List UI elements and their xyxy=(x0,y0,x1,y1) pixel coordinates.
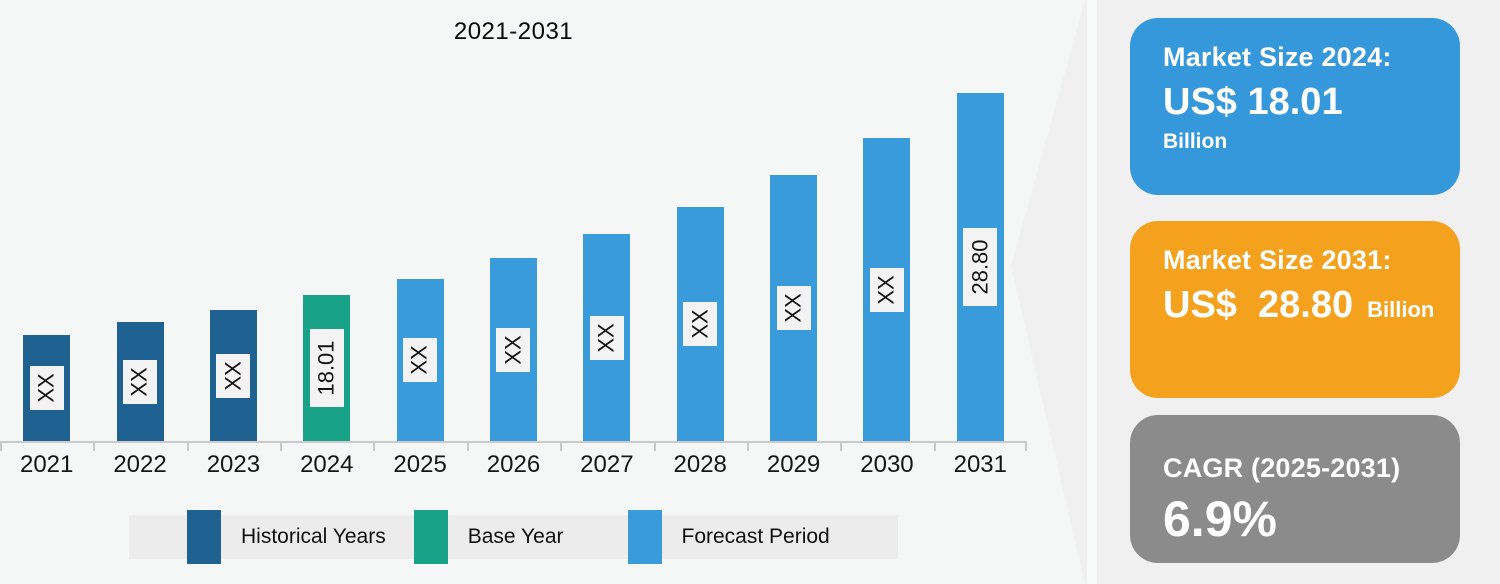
axis-tick xyxy=(746,443,749,451)
bar-value-label: XX xyxy=(123,359,158,404)
legend-label: Base Year xyxy=(467,525,564,548)
x-axis-label-2030: 2030 xyxy=(860,451,914,478)
bar-value-label: XX xyxy=(683,302,718,346)
card-title: Market Size 2024: xyxy=(1163,42,1392,72)
x-axis-label-2027: 2027 xyxy=(580,451,634,478)
bar-value-text: XX xyxy=(33,373,59,403)
axis-tick xyxy=(466,443,469,451)
bar-slot-2022: XX xyxy=(93,0,186,441)
legend-label: Forecast Period xyxy=(681,525,830,548)
card-value: US$ 28.80 Billion xyxy=(1163,284,1436,327)
bar-slot-2031: 28.80 xyxy=(934,0,1027,441)
x-axis-label-2028: 2028 xyxy=(673,451,727,478)
bar-slot-2028: XX xyxy=(654,0,747,441)
card-unit: Billion xyxy=(1163,130,1228,153)
card-value-amount: US$ 28.80 xyxy=(1163,284,1354,326)
bar-2030-forecast: XX xyxy=(863,138,911,441)
legend-item-base: Base Year xyxy=(413,510,564,564)
axis-tick xyxy=(653,443,656,451)
base-year-swatch-icon xyxy=(413,510,448,564)
x-axis-label-2021: 2021 xyxy=(19,451,74,478)
chart-legend: Historical Years Base Year Forecast Peri… xyxy=(129,510,898,564)
bar-2025-forecast: XX xyxy=(396,279,444,441)
axis-tick xyxy=(0,443,2,451)
bar-value-text: XX xyxy=(500,334,526,365)
bar-slot-2026: XX xyxy=(467,0,560,441)
bar-value-text: XX xyxy=(593,322,619,353)
x-axis-label-2023: 2023 xyxy=(206,451,261,478)
card-title: Market Size 2031: xyxy=(1163,245,1392,275)
bar-slot-2024: 18.01 xyxy=(280,0,373,441)
x-axis-label-2029: 2029 xyxy=(766,451,821,478)
historical-swatch-icon xyxy=(187,510,221,564)
bar-value-text: XX xyxy=(127,366,153,397)
axis-tick xyxy=(93,443,96,451)
bar-value-label: XX xyxy=(29,366,64,410)
bar-value-label: XX xyxy=(589,315,624,360)
bar-value-label: XX xyxy=(869,267,904,312)
bar-value-label: XX xyxy=(776,286,811,330)
panel-divider xyxy=(1087,0,1097,584)
bar-2023-historical: XX xyxy=(209,310,257,441)
card-unit: Billion xyxy=(1367,297,1435,322)
bar-value-label: 18.01 xyxy=(309,329,344,407)
bar-value-label: XX xyxy=(216,353,251,398)
bar-value-label: XX xyxy=(496,327,531,372)
bar-value-text: XX xyxy=(780,293,806,323)
bar-value-text: XX xyxy=(687,309,713,339)
axis-tick xyxy=(560,443,563,451)
bar-slot-2027: XX xyxy=(560,0,653,441)
axis-tick xyxy=(186,443,189,451)
bar-value-text: 28.80 xyxy=(967,239,993,295)
x-axis-line xyxy=(0,441,1027,443)
axis-tick xyxy=(840,443,843,451)
cagr-card: CAGR (2025-2031) 6.9% xyxy=(1130,415,1460,563)
bar-2026-forecast: XX xyxy=(489,258,537,441)
bar-2027-forecast: XX xyxy=(583,234,631,441)
x-axis-label-2031: 2031 xyxy=(953,451,1007,478)
bar-2029-forecast: XX xyxy=(770,175,818,441)
bar-value-label: 28.80 xyxy=(963,228,998,306)
bar-slot-2021: XX xyxy=(0,0,93,441)
bar-value-text: XX xyxy=(407,345,433,375)
x-axis-label-2022: 2022 xyxy=(113,451,167,478)
x-axis-labels: 2021 2022 2023 2024 2025 2026 2027 2028 2029 2030… xyxy=(0,451,1027,481)
bar-slot-2029: XX xyxy=(747,0,840,441)
legend-item-forecast: Forecast Period xyxy=(627,510,830,564)
x-axis-label-2024: 2024 xyxy=(300,451,354,478)
forecast-swatch-icon xyxy=(627,510,662,564)
card-value: 6.9% xyxy=(1163,491,1277,547)
x-axis-label-2026: 2026 xyxy=(486,451,541,478)
card-value: US$ 18.01 xyxy=(1163,81,1343,123)
bar-slot-2023: XX xyxy=(187,0,280,441)
bar-value-text: XX xyxy=(873,274,899,305)
bar-slot-2030: XX xyxy=(840,0,933,441)
bar-2028-forecast: XX xyxy=(676,207,724,441)
axis-tick xyxy=(1025,443,1027,451)
x-axis-label-2025: 2025 xyxy=(393,451,447,478)
bar-2031-forecast: 28.80 xyxy=(956,93,1004,441)
legend-item-historical: Historical Years xyxy=(187,510,386,564)
bar-value-text: XX xyxy=(220,360,246,391)
bar-2021-historical: XX xyxy=(23,335,71,441)
bar-slot-2025: XX xyxy=(373,0,466,441)
legend-label: Historical Years xyxy=(241,525,386,548)
market-size-2024-card: Market Size 2024: US$ 18.01 Billion xyxy=(1130,18,1460,195)
bar-2022-historical: XX xyxy=(116,322,164,441)
bar-value-text: 18.01 xyxy=(313,340,339,396)
chart-title: 2021-2031 xyxy=(453,18,574,45)
bar-value-label: XX xyxy=(403,338,438,382)
bar-2024-base: 18.01 xyxy=(303,295,351,441)
axis-tick xyxy=(933,443,936,451)
axis-tick xyxy=(280,443,283,451)
axis-tick xyxy=(373,443,376,451)
plot-area: XX XX XX 18.01 XX XX XX XX XX XX 28.80 xyxy=(0,0,1027,441)
market-size-2031-card: Market Size 2031: US$ 28.80 Billion xyxy=(1130,221,1460,398)
card-title: CAGR (2025-2031) xyxy=(1163,453,1401,483)
